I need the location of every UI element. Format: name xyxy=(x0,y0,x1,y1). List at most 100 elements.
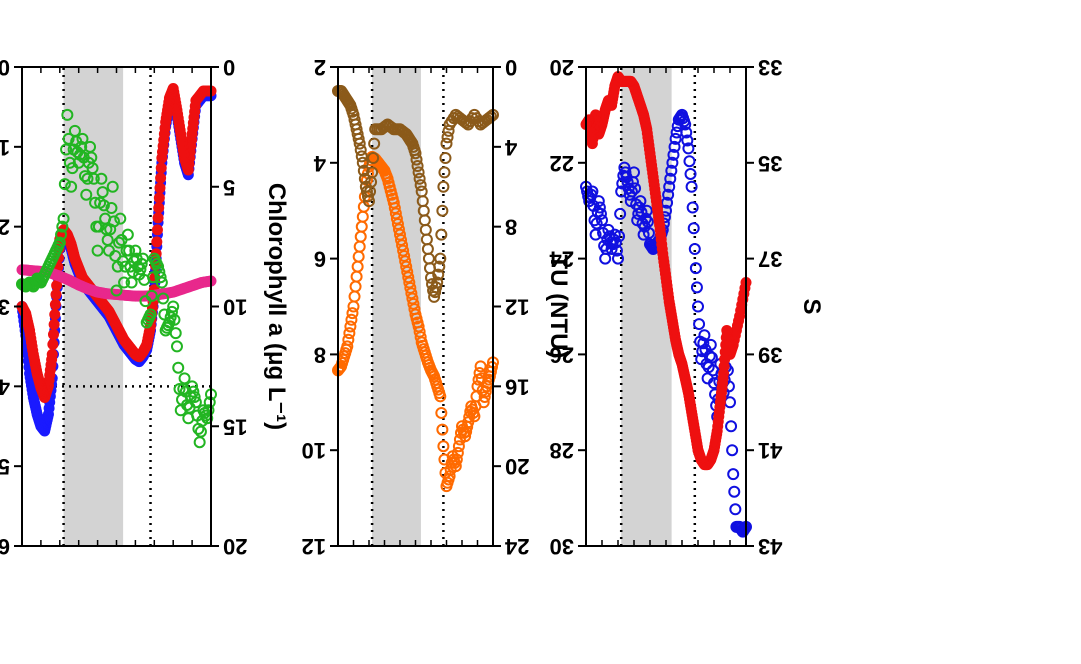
data-point xyxy=(106,180,119,193)
chart-panels: 333537394143202224262830S048121620242468… xyxy=(0,55,825,559)
series-1 xyxy=(332,150,499,493)
data-point xyxy=(57,212,70,225)
data-point xyxy=(441,131,454,144)
data-point xyxy=(445,456,458,469)
data-point xyxy=(133,268,146,281)
data-point xyxy=(164,311,177,324)
data-point xyxy=(478,390,491,403)
data-point xyxy=(174,404,187,417)
data-point xyxy=(351,260,364,273)
data-point xyxy=(414,331,427,344)
data-point xyxy=(438,166,451,179)
right-tick-label: 2 xyxy=(314,55,326,80)
left-tick-label: 0 xyxy=(223,55,235,80)
data-point xyxy=(421,243,434,256)
data-point xyxy=(67,143,80,156)
data-point xyxy=(692,300,704,313)
data-point xyxy=(79,170,91,183)
data-point xyxy=(644,238,656,251)
data-point xyxy=(356,210,369,223)
data-point xyxy=(435,406,448,419)
data-point xyxy=(434,252,447,265)
data-point xyxy=(664,172,677,185)
data-point xyxy=(726,444,739,457)
data-point xyxy=(669,132,682,145)
right-tick-label: 22 xyxy=(550,151,574,176)
right-tick-label: 24 xyxy=(549,247,574,272)
data-point xyxy=(472,373,485,386)
data-point xyxy=(440,480,453,493)
right-tick-label: 12 xyxy=(302,534,326,559)
data-point xyxy=(84,140,97,153)
data-point xyxy=(152,212,164,224)
data-point xyxy=(588,214,601,227)
data-point xyxy=(368,137,381,150)
data-point xyxy=(663,180,676,193)
left-tick-label: 35 xyxy=(758,151,782,176)
data-point xyxy=(344,320,357,333)
data-point xyxy=(414,179,427,192)
left-tick-label: 16 xyxy=(505,374,529,399)
left-tick-label: 37 xyxy=(758,247,782,272)
data-point xyxy=(689,262,702,275)
data-point xyxy=(56,220,69,233)
data-point xyxy=(156,152,168,164)
data-point xyxy=(422,252,435,265)
data-point xyxy=(94,196,107,209)
data-point xyxy=(408,303,421,316)
data-point xyxy=(192,422,205,435)
data-point xyxy=(89,196,102,209)
data-point xyxy=(139,295,152,308)
data-point xyxy=(155,172,167,184)
left-axis-title: TU (NTU) xyxy=(545,255,572,359)
data-point xyxy=(688,243,701,256)
data-point xyxy=(436,204,449,217)
data-point xyxy=(426,278,439,291)
data-point xyxy=(400,260,413,273)
data-point xyxy=(95,172,108,185)
data-point xyxy=(403,276,416,289)
data-point xyxy=(153,192,165,204)
data-point xyxy=(665,164,678,177)
left-tick-label: 20 xyxy=(505,454,529,479)
data-point xyxy=(612,252,624,265)
data-point xyxy=(407,297,420,310)
data-point xyxy=(354,230,367,243)
data-point xyxy=(633,201,646,214)
data-point xyxy=(624,195,637,208)
data-point xyxy=(398,249,411,262)
data-point xyxy=(435,228,448,241)
data-point xyxy=(391,218,404,231)
data-point xyxy=(170,340,183,353)
data-point xyxy=(581,185,594,198)
right-tick-label: 6 xyxy=(314,247,326,272)
data-point xyxy=(390,212,403,225)
data-point xyxy=(394,228,406,241)
data-point xyxy=(154,271,167,284)
data-point xyxy=(442,124,455,137)
data-point xyxy=(350,270,363,283)
data-point xyxy=(484,365,497,378)
data-point xyxy=(148,252,161,265)
data-point xyxy=(686,201,699,214)
data-point xyxy=(666,156,679,169)
data-point xyxy=(671,120,684,133)
left-tick-label: 24 xyxy=(504,534,529,559)
data-point xyxy=(415,336,428,349)
data-point xyxy=(618,161,631,174)
data-point xyxy=(355,220,368,233)
data-point xyxy=(49,299,61,311)
data-point xyxy=(392,223,405,236)
data-point xyxy=(130,252,143,265)
data-point xyxy=(427,284,440,297)
data-point xyxy=(453,433,466,446)
data-point xyxy=(413,172,426,185)
data-point xyxy=(81,172,94,185)
data-point xyxy=(68,124,81,137)
data-point xyxy=(173,382,186,395)
data-point xyxy=(730,520,743,533)
data-point xyxy=(104,223,117,236)
data-point xyxy=(631,214,644,227)
